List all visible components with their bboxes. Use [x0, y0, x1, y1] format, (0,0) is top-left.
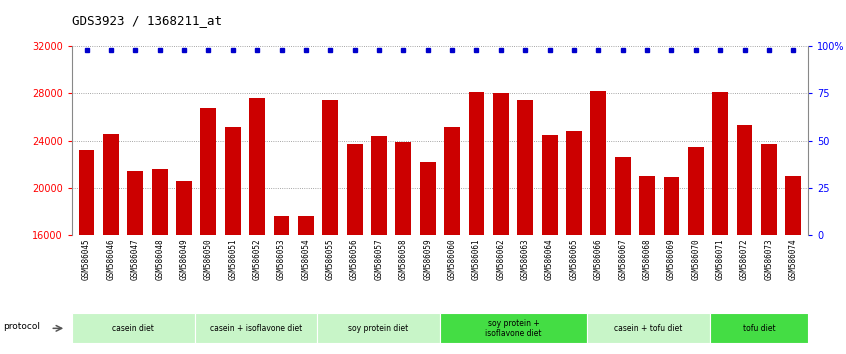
Bar: [195, 313, 317, 343]
Bar: [785, 176, 801, 354]
Bar: [273, 216, 289, 354]
Bar: [587, 313, 710, 343]
Text: GSM586051: GSM586051: [228, 239, 237, 280]
Text: casein + tofu diet: casein + tofu diet: [614, 324, 683, 333]
Text: GSM586060: GSM586060: [448, 239, 457, 280]
Bar: [176, 181, 192, 354]
Text: GSM586055: GSM586055: [326, 239, 335, 280]
Text: protocol: protocol: [3, 322, 40, 331]
Text: soy protein +
isoflavone diet: soy protein + isoflavone diet: [486, 319, 541, 338]
Text: GSM586064: GSM586064: [545, 239, 554, 280]
Text: GSM586070: GSM586070: [691, 239, 700, 280]
Text: GSM586073: GSM586073: [765, 239, 773, 280]
Bar: [103, 133, 118, 354]
Text: tofu diet: tofu diet: [743, 324, 775, 333]
Bar: [737, 125, 752, 354]
Bar: [371, 136, 387, 354]
Bar: [225, 126, 240, 354]
Text: GSM586061: GSM586061: [472, 239, 481, 280]
Text: GSM586054: GSM586054: [301, 239, 310, 280]
Text: GSM586062: GSM586062: [497, 239, 505, 280]
Bar: [761, 144, 777, 354]
Text: GSM586050: GSM586050: [204, 239, 213, 280]
Bar: [541, 135, 558, 354]
Text: GSM586065: GSM586065: [569, 239, 579, 280]
Text: GSM586071: GSM586071: [716, 239, 725, 280]
Text: GSM586056: GSM586056: [350, 239, 359, 280]
Text: GSM586067: GSM586067: [618, 239, 627, 280]
Text: GSM586047: GSM586047: [131, 239, 140, 280]
Bar: [493, 93, 508, 354]
Text: GSM586066: GSM586066: [594, 239, 603, 280]
Text: GSM586048: GSM586048: [155, 239, 164, 280]
Bar: [128, 171, 143, 354]
Bar: [615, 157, 630, 354]
Text: GSM586072: GSM586072: [740, 239, 749, 280]
Bar: [420, 162, 436, 354]
Bar: [298, 216, 314, 354]
Bar: [440, 313, 587, 343]
Bar: [591, 91, 607, 354]
Bar: [640, 176, 655, 354]
Text: GSM586057: GSM586057: [375, 239, 383, 280]
Text: GSM586068: GSM586068: [643, 239, 651, 280]
Bar: [395, 142, 411, 354]
Bar: [317, 313, 440, 343]
Text: casein diet: casein diet: [113, 324, 154, 333]
Bar: [663, 177, 679, 354]
Bar: [151, 169, 168, 354]
Bar: [79, 150, 95, 354]
Text: casein + isoflavone diet: casein + isoflavone diet: [210, 324, 302, 333]
Text: GSM586052: GSM586052: [253, 239, 261, 280]
Bar: [322, 101, 338, 354]
Bar: [444, 126, 460, 354]
Text: GSM586046: GSM586046: [107, 239, 115, 280]
Text: soy protein diet: soy protein diet: [349, 324, 409, 333]
Bar: [688, 147, 704, 354]
Bar: [469, 92, 485, 354]
Text: GSM586053: GSM586053: [277, 239, 286, 280]
Text: GSM586049: GSM586049: [179, 239, 189, 280]
Bar: [347, 144, 363, 354]
Text: GSM586074: GSM586074: [788, 239, 798, 280]
Bar: [201, 108, 217, 354]
Text: GSM586063: GSM586063: [521, 239, 530, 280]
Text: GSM586069: GSM586069: [667, 239, 676, 280]
Bar: [72, 313, 195, 343]
Bar: [712, 92, 728, 354]
Bar: [710, 313, 808, 343]
Text: GDS3923 / 1368211_at: GDS3923 / 1368211_at: [72, 14, 222, 27]
Bar: [566, 131, 582, 354]
Text: GSM586058: GSM586058: [398, 239, 408, 280]
Text: GSM586059: GSM586059: [423, 239, 432, 280]
Text: GSM586045: GSM586045: [82, 239, 91, 280]
Bar: [517, 101, 533, 354]
Bar: [250, 98, 265, 354]
